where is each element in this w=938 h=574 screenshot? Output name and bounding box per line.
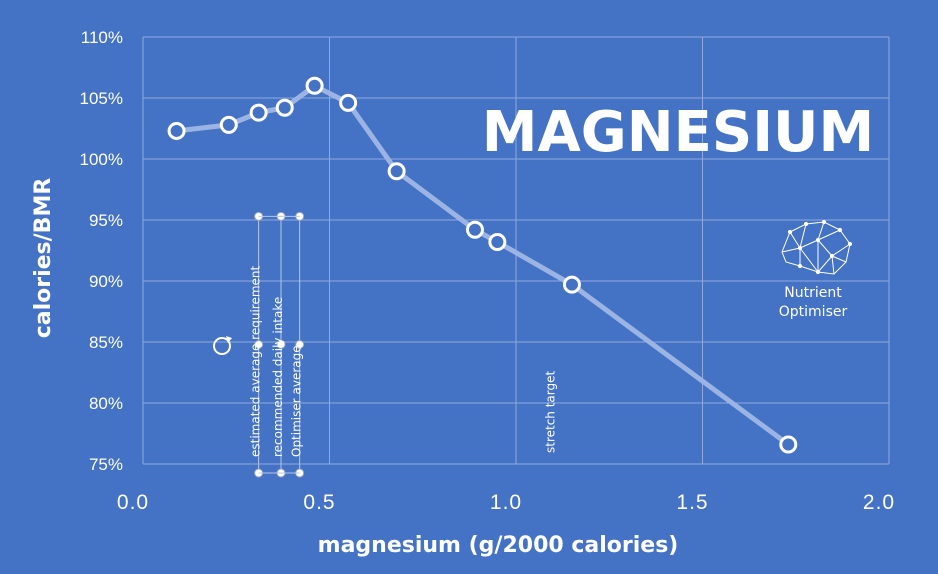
x-tick-label: 1.5 bbox=[676, 491, 708, 514]
y-axis-label: calories/BMR bbox=[31, 178, 56, 339]
x-tick-labels: 0.0 0.5 1.0 1.5 2.0 bbox=[117, 491, 895, 514]
annotation-label: recommended daily intake bbox=[271, 297, 285, 457]
annotation-handle[interactable] bbox=[276, 339, 286, 349]
x-tick-label: 0.0 bbox=[117, 491, 149, 514]
x-tick-label: 1.0 bbox=[490, 491, 522, 514]
x-axis-label: magnesium (g/2000 calories) bbox=[318, 533, 679, 558]
data-point bbox=[779, 435, 798, 454]
data-point bbox=[488, 232, 507, 251]
data-point bbox=[305, 76, 324, 95]
logo: Nutrient Optimiser bbox=[779, 219, 853, 320]
logo-line2: Optimiser bbox=[779, 304, 848, 320]
y-tick-label: 85% bbox=[89, 333, 123, 352]
data-point bbox=[249, 103, 268, 122]
y-tick-label: 105% bbox=[80, 89, 123, 108]
annotation-handle[interactable] bbox=[254, 339, 264, 349]
annotations: estimated average requirement recommended… bbox=[249, 211, 557, 478]
data-point bbox=[339, 93, 358, 112]
x-tick-label: 2.0 bbox=[863, 491, 895, 514]
annotation-handle[interactable] bbox=[295, 339, 305, 349]
data-point bbox=[465, 220, 484, 239]
series bbox=[167, 76, 798, 454]
data-point bbox=[275, 98, 294, 117]
data-point bbox=[562, 275, 581, 294]
annotation-label: estimated average requirement bbox=[249, 265, 263, 457]
brain-network-icon bbox=[781, 219, 853, 275]
y-tick-label: 80% bbox=[89, 394, 123, 413]
annotation-label: Optimiser average bbox=[290, 345, 304, 457]
chart-title: MAGNESIUM bbox=[482, 100, 875, 165]
data-point bbox=[219, 115, 238, 134]
logo-line1: Nutrient bbox=[784, 285, 842, 301]
y-tick-labels: 75% 80% 85% 90% 95% 100% 105% 110% bbox=[80, 28, 123, 474]
x-tick-label: 0.5 bbox=[303, 491, 335, 514]
data-point bbox=[387, 162, 406, 181]
rotate-handle-icon[interactable] bbox=[213, 336, 232, 355]
y-tick-label: 100% bbox=[80, 150, 123, 169]
y-tick-label: 110% bbox=[81, 28, 123, 47]
y-tick-label: 95% bbox=[89, 211, 123, 230]
y-tick-label: 75% bbox=[89, 455, 123, 474]
grid bbox=[142, 36, 890, 465]
annotation-label: stretch target bbox=[543, 370, 557, 453]
y-tick-label: 90% bbox=[89, 272, 123, 291]
data-point bbox=[167, 121, 186, 140]
